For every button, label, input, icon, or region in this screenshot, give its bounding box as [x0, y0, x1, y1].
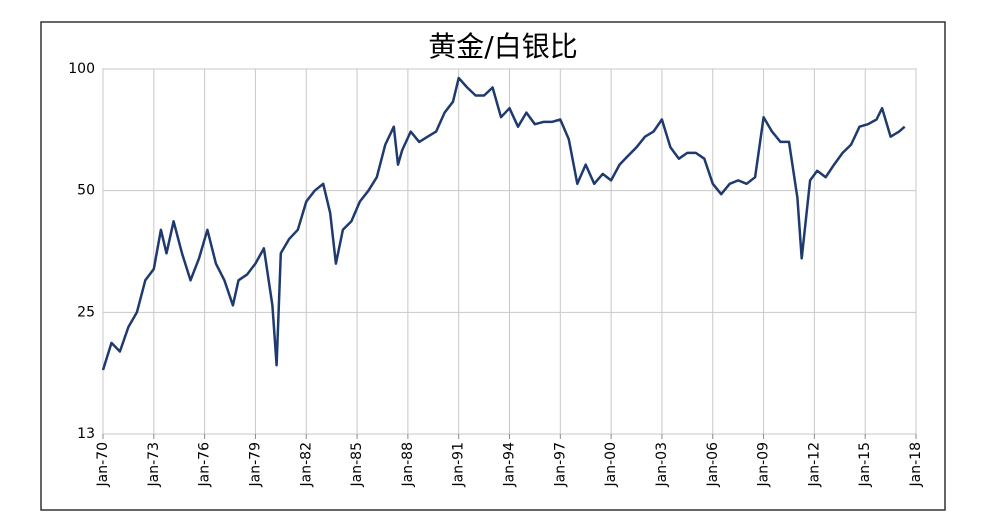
x-tick-label: Jan-15	[857, 442, 873, 487]
data-line	[101, 76, 906, 371]
y-tick-label: 13	[77, 426, 95, 442]
x-tick-label: Jan-09	[756, 442, 772, 487]
x-tick-label: Jan-85	[349, 442, 365, 487]
x-tick-label: Jan-82	[298, 442, 314, 487]
x-tick-label: Jan-06	[705, 442, 721, 488]
x-tick-label: Jan-12	[806, 442, 822, 487]
x-tick-label: Jan-73	[146, 442, 162, 487]
x-tick-label: Jan-70	[95, 442, 111, 487]
x-tick-label: Jan-97	[552, 442, 568, 487]
y-tick-label: 25	[77, 304, 95, 320]
x-tick-label: Jan-94	[502, 442, 518, 488]
chart-title: 黄金/白银比	[428, 30, 577, 63]
x-tick-label: Jan-88	[400, 442, 416, 487]
x-tick-label: Jan-76	[197, 442, 213, 488]
y-tick-label: 50	[77, 183, 95, 199]
x-tick-label: Jan-03	[654, 442, 670, 487]
x-tick-label: Jan-18	[908, 442, 924, 487]
y-tick-label: 100	[68, 61, 95, 77]
x-tick-label: Jan-91	[451, 442, 467, 487]
x-tick-label: Jan-00	[603, 442, 619, 487]
chart-frame	[40, 21, 946, 511]
x-tick-label: Jan-79	[247, 442, 263, 487]
